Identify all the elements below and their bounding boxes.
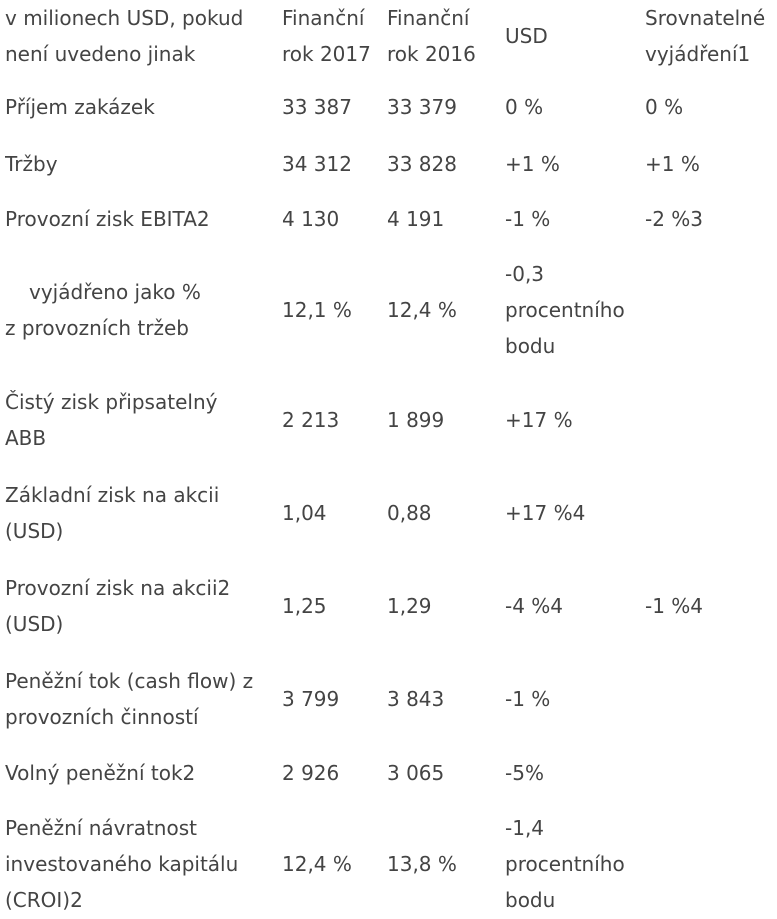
cell-usd: +1 % [505, 151, 560, 176]
cell-comparable: +1 % [645, 151, 700, 176]
header-fy2016-column: Finanční rok 2016 [387, 6, 476, 66]
cell-comparable [645, 738, 777, 808]
cell-fy2016: 13,8 % [387, 851, 457, 876]
cell-fy2016: 33 379 [387, 95, 457, 119]
table-header-row: v milionech USD, pokud není uvedeno jinak… [5, 0, 777, 72]
row-label: Příjem zakázek [5, 95, 155, 119]
cell-fy2016: 12,4 % [387, 297, 457, 322]
cell-comparable: -2 %3 [645, 206, 704, 231]
cell-comparable: 0 % [645, 95, 684, 119]
table-row-ebita-margin: vyjádřeno jako % z provozních tržeb 12,1 … [5, 252, 777, 367]
cell-usd: -5% [505, 761, 544, 785]
table-row-order-intake: Příjem zakázek 33 387 33 379 0 % 0 % [5, 72, 777, 142]
cell-usd: -0,3 procentního bodu [505, 261, 625, 358]
cell-fy2016: 1,29 [387, 594, 432, 618]
cell-fy2016: 33 828 [387, 151, 457, 176]
cell-fy2017: 2 926 [282, 761, 340, 785]
row-label: Peněžní tok (cash flow) z provozních činn… [5, 668, 254, 729]
cell-fy2017: 33 387 [282, 95, 352, 119]
cell-fy2017: 1,04 [282, 501, 327, 525]
row-label: Provozní zisk na akcii2 (USD) [5, 576, 231, 636]
cell-fy2017: 12,1 % [282, 297, 352, 322]
cell-comparable [645, 808, 777, 919]
cell-usd: -1,4 procentního bodu [505, 815, 625, 912]
cell-usd: -4 %4 [505, 594, 564, 618]
row-label: Základní zisk na akcii (USD) [5, 483, 220, 543]
header-label-column: v milionech USD, pokud není uvedeno jinak [5, 6, 244, 66]
cell-usd: -1 % [505, 686, 551, 711]
cell-fy2017: 12,4 % [282, 851, 352, 876]
table-row-operational-eps: Provozní zisk na akcii2 (USD) 1,25 1,29 -… [5, 553, 777, 659]
financial-results-table: v milionech USD, pokud není uvedeno jinak… [5, 0, 777, 919]
row-label: Tržby [5, 151, 58, 176]
table-row-revenues: Tržby 34 312 33 828 +1 % +1 % [5, 142, 777, 185]
cell-comparable [645, 252, 777, 367]
cell-fy2017: 1,25 [282, 594, 327, 618]
cell-fy2016: 3 065 [387, 761, 445, 785]
row-label: Volný peněžní tok2 [5, 761, 196, 785]
cell-comparable [645, 659, 777, 738]
table-row-net-income: Čistý zisk připsatelný ABB 2 213 1 899 +1… [5, 367, 777, 473]
row-label: vyjádřeno jako % z provozních tržeb [5, 279, 201, 340]
table-row-basic-eps: Základní zisk na akcii (USD) 1,04 0,88 +1… [5, 473, 777, 553]
cell-usd: +17 %4 [505, 501, 586, 525]
cell-usd: 0 % [505, 95, 544, 119]
header-comparable-column: Srovnatelné vyjádření1 [645, 6, 766, 66]
row-label: Čistý zisk připsatelný ABB [5, 390, 218, 450]
table-row-free-cash-flow: Volný peněžní tok2 2 926 3 065 -5% [5, 738, 777, 808]
cell-fy2017: 3 799 [282, 686, 340, 711]
cell-usd: -1 % [505, 206, 551, 231]
cell-fy2016: 3 843 [387, 686, 445, 711]
cell-fy2017: 2 213 [282, 408, 340, 432]
header-usd-column: USD [505, 24, 548, 48]
cell-comparable [645, 473, 777, 553]
row-label: Provozní zisk EBITA2 [5, 206, 210, 231]
table-row-operational-ebita: Provozní zisk EBITA2 4 130 4 191 -1 % -2… [5, 185, 777, 252]
cell-fy2016: 0,88 [387, 501, 432, 525]
cell-fy2017: 4 130 [282, 206, 340, 231]
cell-fy2016: 1 899 [387, 408, 445, 432]
cell-comparable: -1 %4 [645, 594, 704, 618]
table-row-croi: Peněžní návratnost investovaného kapitálu… [5, 808, 777, 919]
row-label: Peněžní návratnost investovaného kapitálu… [5, 815, 239, 912]
cell-fy2017: 34 312 [282, 151, 352, 176]
cell-usd: +17 % [505, 408, 573, 432]
table-row-operating-cash-flow: Peněžní tok (cash flow) z provozních činn… [5, 659, 777, 738]
cell-comparable [645, 367, 777, 473]
header-fy2017-column: Finanční rok 2017 [282, 6, 371, 66]
cell-fy2016: 4 191 [387, 206, 445, 231]
